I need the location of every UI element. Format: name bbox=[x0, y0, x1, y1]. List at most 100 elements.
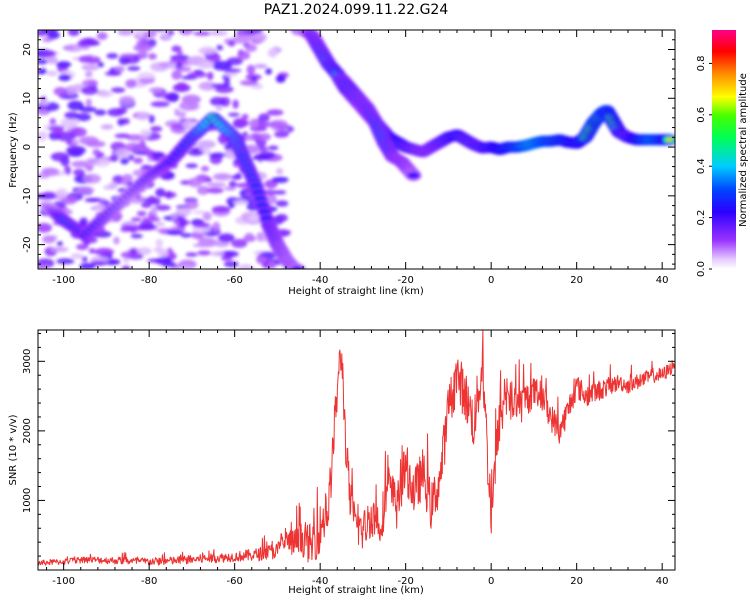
x-tick-label: -80 bbox=[141, 275, 157, 286]
heatmap-noise-cell bbox=[171, 45, 182, 53]
heatmap-noise-cell bbox=[221, 255, 233, 261]
heatmap-noise-cell bbox=[81, 256, 88, 263]
heatmap-noise-cell bbox=[127, 154, 135, 161]
heatmap-noise-cell bbox=[38, 59, 48, 65]
x-tick-label: -40 bbox=[312, 275, 328, 286]
heatmap-noise-cell bbox=[56, 258, 75, 265]
heatmap-noise-cell bbox=[94, 109, 107, 116]
heatmap-noise-cell bbox=[244, 232, 255, 241]
heatmap-noise-cell bbox=[265, 68, 272, 75]
heatmap-noise-cell bbox=[64, 44, 83, 52]
heatmap-noise-cell bbox=[181, 120, 195, 129]
spectrogram-heatmap bbox=[38, 30, 675, 269]
heatmap-noise-cell bbox=[97, 90, 114, 98]
heatmap-noise-cell bbox=[53, 87, 68, 96]
heatmap-noise-cell bbox=[127, 66, 141, 71]
heatmap-ridge-core bbox=[291, 265, 304, 269]
heatmap-noise-cell bbox=[161, 261, 177, 267]
x-tick-label: -40 bbox=[312, 576, 328, 587]
heatmap-noise-cell bbox=[94, 203, 105, 211]
heatmap-noise-cell bbox=[119, 53, 137, 58]
heatmap-noise-cell bbox=[238, 264, 255, 269]
heatmap-noise-cell bbox=[197, 140, 216, 149]
y-tick-label: 0 bbox=[22, 144, 33, 150]
heatmap-noise-cell bbox=[84, 197, 102, 203]
heatmap-noise-cell bbox=[187, 71, 208, 78]
heatmap-noise-cell bbox=[121, 173, 133, 183]
heatmap-noise-cell bbox=[205, 53, 221, 63]
heatmap-noise-cell bbox=[139, 146, 151, 153]
colorbar-ticks: 0.0 0.2 0.4 0.6 0.8 bbox=[696, 55, 712, 277]
heatmap-noise-cell bbox=[148, 114, 155, 124]
heatmap-noise-cell bbox=[97, 61, 104, 68]
spectrogram-x-axis-label: Height of straight line (km) bbox=[288, 286, 424, 297]
heatmap-noise-cell bbox=[179, 101, 199, 111]
heatmap-noise-cell bbox=[148, 30, 167, 33]
colorbar-tick-label: 0.8 bbox=[696, 55, 707, 71]
heatmap-noise-cell bbox=[114, 65, 125, 73]
heatmap-noise-cell bbox=[64, 111, 80, 120]
snr-axes: -100 -80 -60 -40 -20 0 20 40 1000 2000 3000 bbox=[22, 330, 675, 587]
heatmap-noise-cell bbox=[129, 248, 138, 255]
heatmap-noise-cell bbox=[255, 32, 267, 42]
heatmap-noise-cell bbox=[155, 221, 165, 227]
heatmap-noise-cell bbox=[176, 50, 184, 56]
heatmap-noise-cell bbox=[211, 83, 229, 88]
heatmap-noise-cell bbox=[198, 46, 217, 56]
heatmap-noise-cell bbox=[215, 106, 223, 111]
heatmap-noise-cell bbox=[175, 207, 192, 216]
heatmap-noise-cell bbox=[90, 260, 108, 266]
heatmap-noise-cell bbox=[133, 44, 153, 52]
heatmap-noise-cell bbox=[94, 247, 114, 256]
heatmap-noise-cell bbox=[114, 148, 131, 159]
heatmap-noise-cell bbox=[130, 233, 143, 239]
heatmap-noise-cell bbox=[208, 152, 228, 158]
heatmap-noise-cell bbox=[190, 231, 204, 239]
heatmap-noise-cell bbox=[171, 70, 182, 80]
heatmap-noise-cell bbox=[60, 195, 78, 205]
heatmap-noise-cell bbox=[274, 130, 289, 138]
snr-x-axis-label: Height of straight line (km) bbox=[288, 585, 424, 596]
heatmap-noise-cell bbox=[271, 176, 289, 183]
heatmap-noise-cell bbox=[241, 113, 249, 120]
heatmap-noise-cell bbox=[83, 173, 101, 184]
spectrogram-y-axis-label: Frequency (Hz) bbox=[8, 112, 19, 188]
heatmap-noise-cell bbox=[55, 188, 68, 199]
heatmap-noise-cell bbox=[266, 109, 284, 116]
heatmap-noise-cell bbox=[202, 211, 212, 221]
heatmap-noise-cell bbox=[258, 151, 276, 159]
heatmap-noise-cell bbox=[68, 30, 80, 37]
heatmap-noise-cell bbox=[93, 158, 111, 167]
heatmap-noise-cell bbox=[155, 188, 166, 198]
snr-panel: -100 -80 -60 -40 -20 0 20 40 1000 2000 3000 Height… bbox=[8, 329, 676, 596]
heatmap-noise-cell bbox=[175, 82, 188, 92]
heatmap-noise-cell bbox=[267, 194, 278, 205]
heatmap-noise-cell bbox=[211, 205, 231, 213]
heatmap-noise-cell bbox=[228, 112, 240, 117]
heatmap-noise-cell bbox=[114, 133, 131, 139]
heatmap-noise-cell bbox=[50, 246, 69, 253]
heatmap-noise-cell bbox=[185, 163, 198, 169]
x-tick-label: -20 bbox=[397, 275, 413, 286]
heatmap-noise-cell bbox=[154, 204, 171, 211]
snr-y-axis-label: SNR (10 * v/v) bbox=[8, 414, 19, 485]
heatmap-noise-cell bbox=[42, 167, 60, 177]
heatmap-noise-cell bbox=[139, 220, 154, 231]
heatmap-noise-cell bbox=[88, 248, 96, 254]
heatmap-ridge-peak bbox=[666, 138, 673, 142]
heatmap-noise-cell bbox=[212, 221, 221, 232]
heatmap-noise-cell bbox=[70, 253, 84, 259]
heatmap-noise-cell bbox=[42, 36, 53, 43]
heatmap-noise-cell bbox=[60, 157, 70, 167]
heatmap-noise-cell bbox=[38, 68, 47, 75]
y-tick-label: 10 bbox=[22, 92, 33, 105]
heatmap-noise-cell bbox=[248, 214, 263, 224]
heatmap-noise-cell bbox=[176, 66, 192, 72]
heatmap-noise-cell bbox=[197, 185, 209, 195]
heatmap-noise-cell bbox=[139, 77, 155, 84]
heatmap-noise-cell bbox=[137, 72, 155, 79]
heatmap-noise-cell bbox=[67, 100, 84, 111]
heatmap-noise-cell bbox=[85, 98, 92, 108]
x-tick-label: -20 bbox=[397, 576, 413, 587]
heatmap-noise-cell bbox=[216, 45, 224, 51]
